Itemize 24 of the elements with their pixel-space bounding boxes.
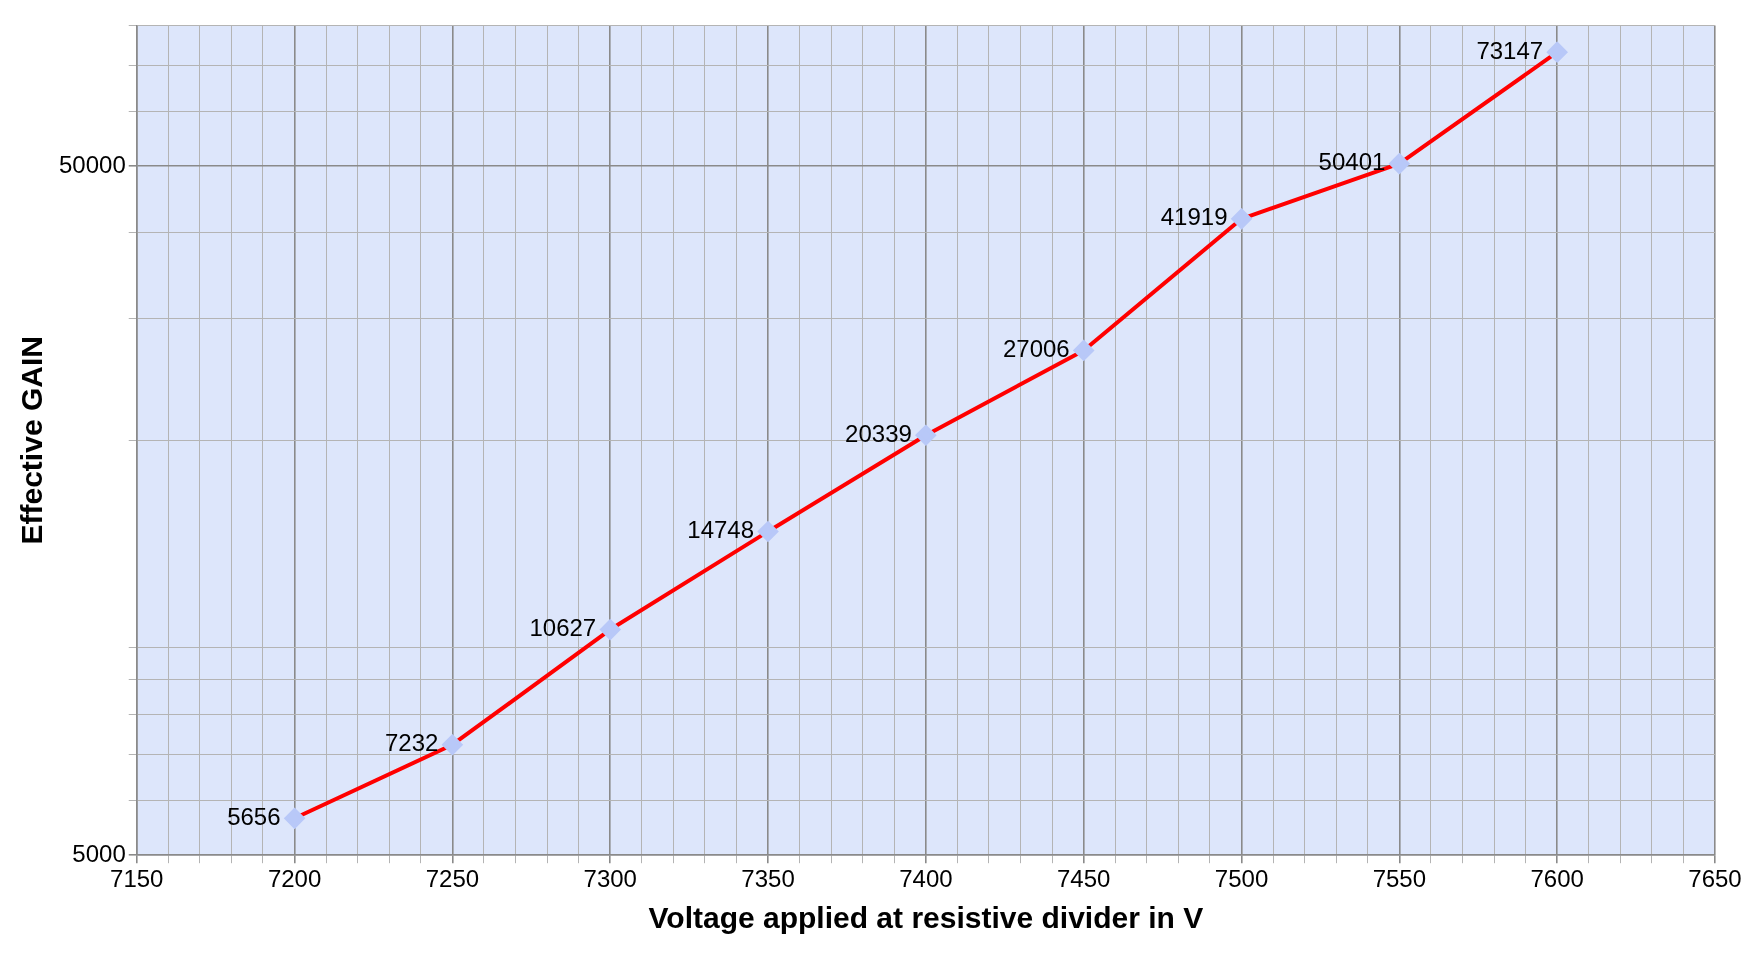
data-label: 10627 (529, 614, 597, 642)
x-tick-label: 7150 (110, 865, 164, 893)
x-tick-label: 7550 (1372, 865, 1427, 893)
x-tick-label: 7500 (1214, 865, 1269, 893)
x-tick-label: 7450 (1057, 865, 1111, 893)
x-tick-label: 7250 (425, 865, 480, 893)
data-label: 41919 (1160, 203, 1228, 231)
data-label: 14748 (687, 516, 755, 544)
data-label: 7232 (385, 729, 439, 757)
x-tick-label: 7300 (583, 865, 637, 893)
x-axis-title: Voltage applied at resistive divider in V (648, 901, 1204, 935)
data-label: 20339 (845, 419, 912, 447)
y-axis-title: Effective GAIN (15, 336, 49, 545)
data-label: 50401 (1318, 148, 1386, 176)
x-tick-label: 7400 (899, 865, 953, 893)
y-tick-label: 5000 (72, 839, 126, 867)
data-label: 27006 (1002, 335, 1070, 363)
y-tick-label: 50000 (58, 150, 126, 178)
x-tick-label: 7600 (1530, 865, 1584, 893)
x-tick-label: 7350 (741, 865, 795, 893)
data-label: 73147 (1476, 36, 1544, 64)
x-tick-label: 7650 (1688, 865, 1742, 893)
data-label: 5656 (227, 802, 281, 830)
x-tick-label: 7200 (267, 865, 322, 893)
